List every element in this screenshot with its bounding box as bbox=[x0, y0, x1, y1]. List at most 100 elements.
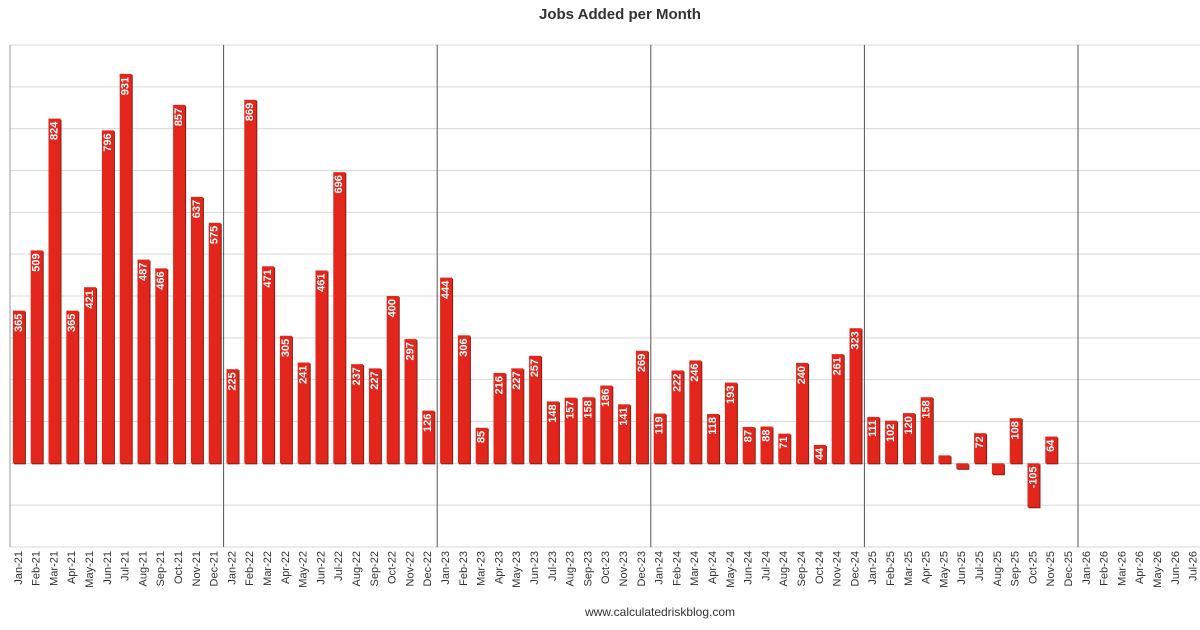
bar bbox=[404, 339, 417, 464]
value-label: 323 bbox=[849, 331, 861, 349]
value-label: 141 bbox=[618, 407, 630, 425]
bar bbox=[155, 268, 168, 464]
value-label: 487 bbox=[137, 263, 149, 281]
x-tick-label: Oct-22 bbox=[387, 551, 399, 584]
x-tick-label: Jul-23 bbox=[547, 551, 559, 581]
x-tick-label: Aug-23 bbox=[565, 551, 577, 586]
x-tick-label: Jun-25 bbox=[956, 551, 968, 585]
x-tick-label: Sep-24 bbox=[796, 551, 808, 586]
bar bbox=[351, 364, 364, 464]
bar bbox=[173, 104, 186, 464]
x-tick-label: Nov-23 bbox=[618, 551, 630, 586]
x-tick-label: Jan-21 bbox=[13, 551, 25, 585]
bar bbox=[48, 118, 61, 464]
bar bbox=[582, 397, 595, 464]
x-tick-label: Jan-22 bbox=[226, 551, 238, 585]
value-label: 857 bbox=[173, 108, 185, 126]
bar bbox=[564, 397, 577, 464]
bar bbox=[244, 99, 257, 464]
value-label: 305 bbox=[280, 339, 292, 357]
x-tick-label: Dec-22 bbox=[422, 551, 434, 586]
value-label: 444 bbox=[440, 280, 452, 299]
value-label: 696 bbox=[333, 175, 345, 193]
value-label: 365 bbox=[13, 314, 25, 332]
x-tick-label: Mar-24 bbox=[689, 551, 701, 586]
x-tick-label: Apr-24 bbox=[707, 551, 719, 584]
x-tick-label: Apr-23 bbox=[493, 551, 505, 584]
bar bbox=[262, 266, 275, 464]
bar bbox=[600, 385, 613, 464]
bar bbox=[422, 410, 435, 464]
x-tick-label: Jun-24 bbox=[743, 551, 755, 585]
value-label: 148 bbox=[547, 404, 559, 422]
value-label: 637 bbox=[191, 200, 203, 218]
chart-title: Jobs Added per Month bbox=[539, 6, 701, 23]
value-label: 118 bbox=[707, 417, 719, 435]
x-tick-label: Jan-26 bbox=[1081, 551, 1093, 585]
bar bbox=[813, 444, 826, 464]
x-tick-label: Apr-22 bbox=[280, 551, 292, 584]
value-label: 269 bbox=[636, 354, 648, 372]
x-tick-label: Oct-21 bbox=[173, 551, 185, 584]
x-tick-label: May-23 bbox=[511, 551, 523, 588]
value-label: 87 bbox=[743, 430, 755, 442]
x-tick-label: Jul-21 bbox=[120, 551, 132, 581]
x-tick-label: Sep-21 bbox=[155, 551, 167, 586]
bar bbox=[742, 426, 755, 464]
x-tick-label: May-24 bbox=[725, 551, 737, 588]
value-label: 158 bbox=[582, 400, 594, 418]
value-label: 120 bbox=[903, 416, 915, 434]
bar bbox=[760, 426, 773, 464]
bar bbox=[707, 413, 720, 464]
bar bbox=[66, 310, 79, 464]
x-tick-label: Aug-22 bbox=[351, 551, 363, 586]
value-label: 509 bbox=[31, 253, 43, 271]
x-tick-label: Nov-22 bbox=[404, 551, 416, 586]
value-label: 257 bbox=[529, 359, 541, 377]
bar bbox=[30, 250, 43, 464]
x-tick-label: Sep-25 bbox=[1010, 551, 1022, 586]
bar bbox=[440, 277, 453, 464]
bar bbox=[724, 382, 737, 464]
bar bbox=[457, 335, 470, 464]
x-tick-label: May-26 bbox=[1152, 551, 1164, 588]
bar bbox=[546, 401, 559, 464]
value-label: 108 bbox=[1010, 421, 1022, 439]
value-label: 241 bbox=[298, 366, 310, 384]
bar bbox=[671, 370, 684, 464]
x-tick-label: Aug-24 bbox=[778, 551, 790, 586]
value-label: 869 bbox=[244, 103, 256, 121]
x-tick-label: Apr-21 bbox=[66, 551, 78, 584]
bar bbox=[475, 427, 488, 464]
bar bbox=[279, 335, 292, 464]
x-tick-label: Jan-25 bbox=[867, 551, 879, 585]
x-tick-label: Feb-22 bbox=[244, 551, 256, 586]
x-tick-label: Nov-25 bbox=[1045, 551, 1057, 586]
x-tick-label: Jul-24 bbox=[760, 551, 772, 581]
source: www.calculatedriskblog.com bbox=[584, 605, 735, 619]
value-label: 119 bbox=[654, 417, 666, 435]
value-label: -105 bbox=[1027, 466, 1039, 488]
value-label: 931 bbox=[120, 77, 132, 95]
x-tick-label: Dec-23 bbox=[636, 551, 648, 586]
bar bbox=[386, 296, 399, 464]
x-tick-label: Mar-25 bbox=[903, 551, 915, 586]
value-label: 471 bbox=[262, 269, 274, 287]
bar bbox=[1009, 418, 1022, 464]
x-tick-label: Mar-22 bbox=[262, 551, 274, 586]
value-label: 261 bbox=[832, 357, 844, 375]
bar bbox=[511, 368, 524, 464]
bar bbox=[190, 196, 203, 464]
value-label: 297 bbox=[404, 342, 416, 360]
value-label: 102 bbox=[885, 424, 897, 442]
x-tick-label: Jul-25 bbox=[974, 551, 986, 581]
bar bbox=[831, 354, 844, 464]
value-label: 246 bbox=[689, 363, 701, 381]
bar bbox=[226, 369, 239, 464]
value-label: 421 bbox=[84, 290, 96, 308]
bar bbox=[315, 270, 328, 464]
bar bbox=[119, 73, 132, 464]
bar bbox=[778, 433, 791, 464]
x-tick-label: Feb-21 bbox=[31, 551, 43, 586]
